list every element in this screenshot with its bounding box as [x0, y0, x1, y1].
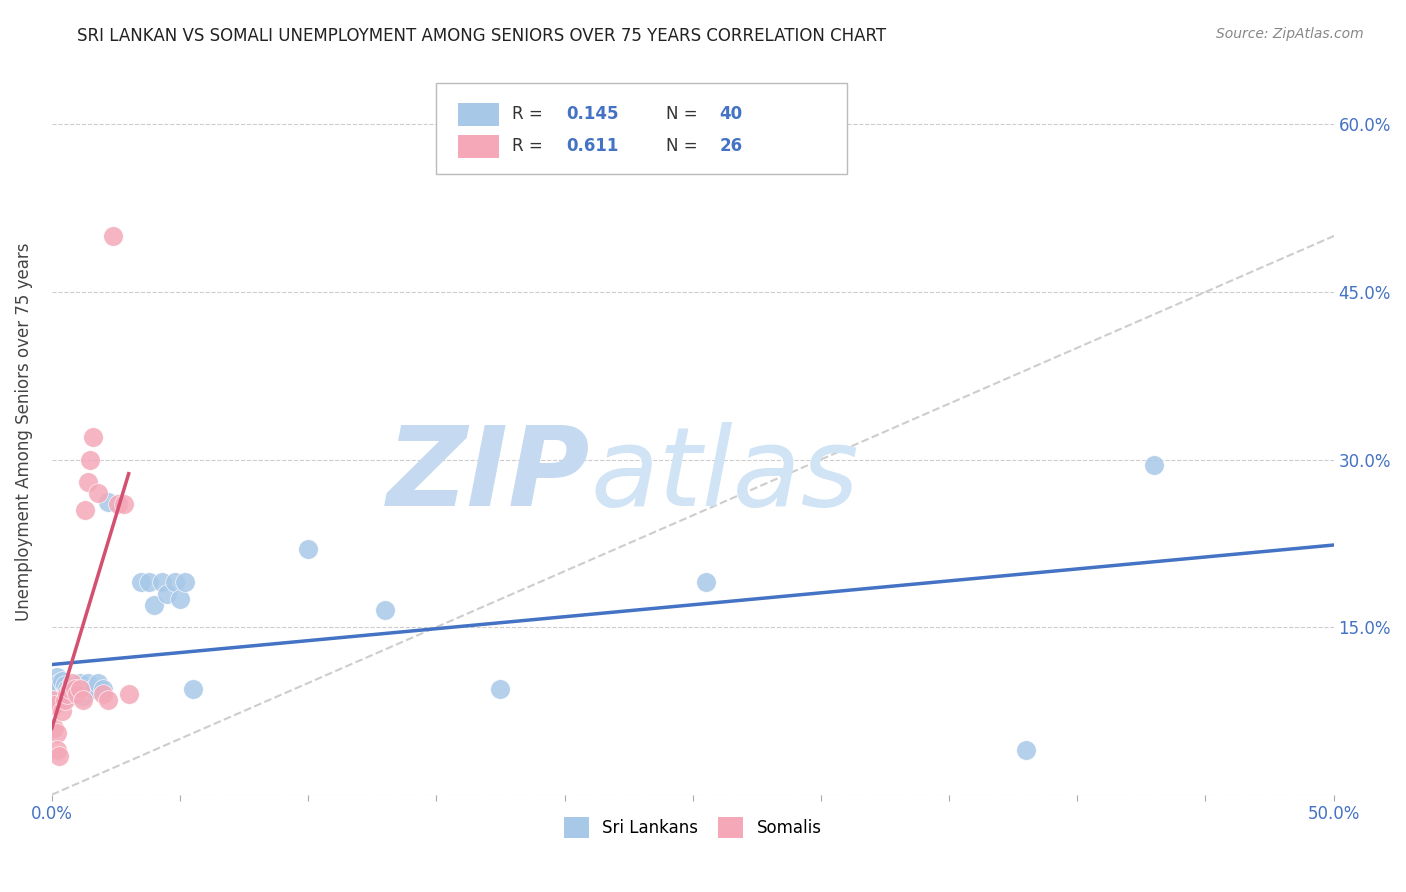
Point: [51, 690, 73, 704]
Point: [143, 598, 166, 612]
Point: [44, 687, 66, 701]
Point: [72, 690, 94, 704]
Point: [48, 676, 70, 690]
Point: [138, 575, 160, 590]
Point: [53, 687, 76, 701]
Point: [131, 575, 153, 590]
Point: [59, 685, 82, 699]
Point: [63, 681, 86, 696]
Point: [79, 452, 101, 467]
Point: [169, 592, 191, 607]
Point: [66, 687, 89, 701]
Point: [97, 495, 120, 509]
Text: N =: N =: [666, 105, 703, 123]
Point: [45, 670, 67, 684]
Point: [75, 503, 97, 517]
Point: [44, 681, 66, 696]
Text: ZIP: ZIP: [387, 422, 591, 529]
Point: [97, 692, 120, 706]
FancyBboxPatch shape: [436, 83, 846, 174]
Point: [56, 687, 79, 701]
Point: [72, 692, 94, 706]
Point: [87, 486, 110, 500]
Point: [56, 690, 79, 704]
Point: [59, 681, 82, 696]
Point: [91, 681, 114, 696]
Point: [60, 676, 83, 690]
Point: [41, 692, 63, 706]
Point: [118, 687, 141, 701]
Point: [76, 676, 98, 690]
Point: [44, 721, 66, 735]
Point: [69, 676, 91, 690]
Text: 40: 40: [720, 105, 742, 123]
Text: R =: R =: [512, 105, 548, 123]
Point: [66, 685, 89, 699]
Point: [87, 676, 110, 690]
Point: [75, 681, 97, 696]
Point: [45, 743, 67, 757]
Point: [163, 575, 186, 590]
Point: [76, 475, 98, 489]
Point: [41, 678, 63, 692]
Point: [48, 748, 70, 763]
Point: [107, 497, 129, 511]
Point: [374, 603, 396, 617]
Point: [45, 685, 67, 699]
Point: [45, 726, 67, 740]
Legend: Sri Lankans, Somalis: Sri Lankans, Somalis: [557, 811, 828, 845]
Text: SRI LANKAN VS SOMALI UNEMPLOYMENT AMONG SENIORS OVER 75 YEARS CORRELATION CHART: SRI LANKAN VS SOMALI UNEMPLOYMENT AMONG …: [77, 27, 886, 45]
FancyBboxPatch shape: [458, 135, 499, 158]
Text: atlas: atlas: [591, 422, 859, 529]
Point: [174, 575, 197, 590]
Point: [51, 704, 73, 718]
Point: [44, 698, 66, 713]
Point: [69, 681, 91, 696]
Text: 0.145: 0.145: [565, 105, 619, 123]
Point: [56, 681, 79, 696]
Point: [103, 229, 125, 244]
Point: [1143, 458, 1166, 472]
Text: N =: N =: [666, 137, 703, 155]
Text: 26: 26: [720, 137, 742, 155]
Point: [60, 681, 83, 696]
Point: [1015, 743, 1038, 757]
Point: [53, 678, 76, 692]
Text: R =: R =: [512, 137, 548, 155]
Point: [51, 673, 73, 688]
Y-axis label: Unemployment Among Seniors over 75 years: Unemployment Among Seniors over 75 years: [15, 243, 32, 621]
Point: [53, 692, 76, 706]
Text: 0.611: 0.611: [565, 137, 619, 155]
Point: [297, 541, 319, 556]
Point: [82, 681, 104, 696]
Point: [91, 687, 114, 701]
Point: [156, 586, 179, 600]
Point: [63, 687, 86, 701]
Point: [150, 575, 173, 590]
Point: [181, 681, 204, 696]
Point: [489, 681, 512, 696]
Point: [695, 575, 717, 590]
Point: [112, 497, 135, 511]
Point: [82, 430, 104, 444]
Text: Source: ZipAtlas.com: Source: ZipAtlas.com: [1216, 27, 1364, 41]
Point: [48, 692, 70, 706]
FancyBboxPatch shape: [458, 103, 499, 126]
